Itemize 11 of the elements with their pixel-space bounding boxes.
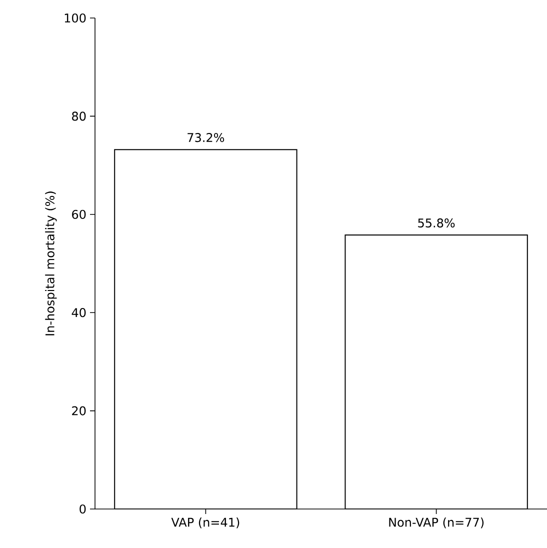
y-tick-label: 20: [72, 406, 86, 416]
x-tick-label: Non-VAP (n=77): [389, 518, 484, 528]
data-label: 55.8%: [418, 218, 455, 228]
y-tick-label: 0: [80, 504, 86, 514]
y-tick-label: 40: [72, 308, 86, 318]
y-tick-label: 80: [72, 112, 86, 121]
data-label: 73.2%: [188, 132, 224, 142]
y-axis-title: In-hospital mortality (%): [45, 192, 57, 336]
y-tick-label: 60: [72, 210, 86, 219]
y-tick-label: 100: [64, 13, 86, 23]
x-tick-label: VAP (n=41): [171, 518, 240, 528]
